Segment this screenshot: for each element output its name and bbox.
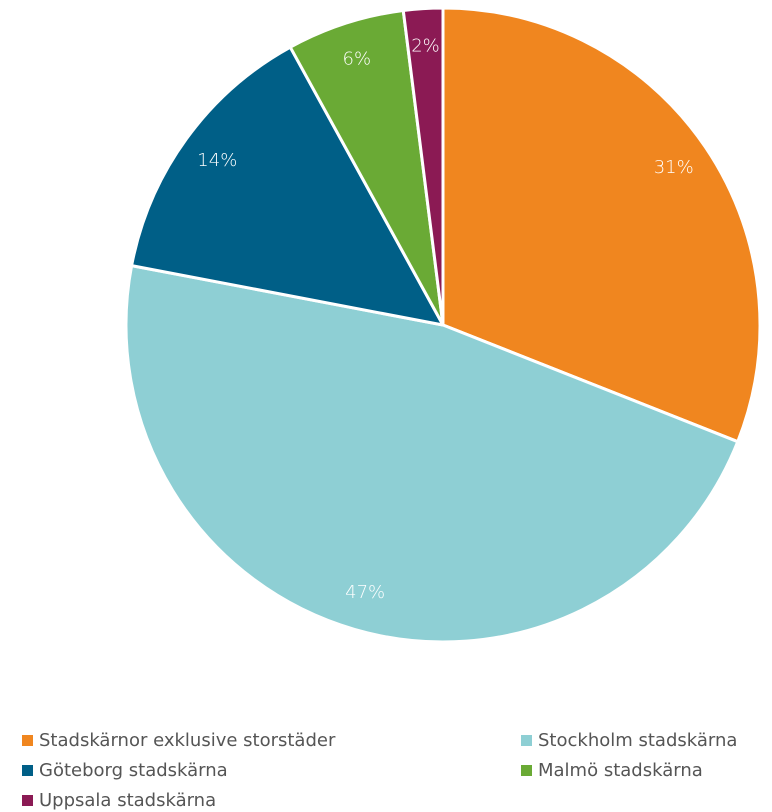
pie-slice: [401, 6, 445, 327]
legend-label: Stockholm stadskärna: [538, 730, 737, 751]
legend-swatch: [521, 765, 532, 776]
legend-swatch: [521, 735, 532, 746]
data-label: 6%: [343, 49, 372, 70]
pie-slice: [130, 45, 445, 327]
pie-slice: [441, 6, 762, 444]
legend-label: Stadskärnor exklusive storstäder: [39, 730, 336, 751]
legend-swatch: [22, 765, 33, 776]
pie-slice: [124, 264, 740, 644]
data-label: 14%: [197, 150, 237, 171]
legend-label: Göteborg stadskärna: [39, 760, 228, 781]
legend-swatch: [22, 795, 33, 806]
legend-label: Uppsala stadskärna: [39, 790, 216, 811]
data-label: 47%: [345, 582, 385, 603]
data-label: 31%: [654, 157, 694, 178]
legend-label: Malmö stadskärna: [538, 760, 703, 781]
legend-swatch: [22, 735, 33, 746]
data-label: 2%: [411, 36, 440, 57]
pie-slice: [288, 8, 445, 327]
